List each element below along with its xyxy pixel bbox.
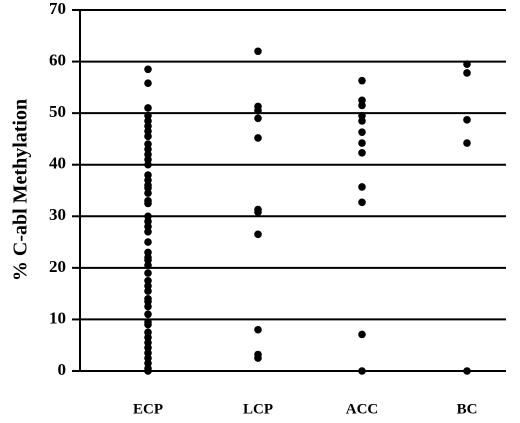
dot xyxy=(463,367,471,375)
dot xyxy=(358,76,366,85)
dot xyxy=(144,104,152,112)
dot xyxy=(254,230,262,239)
dot xyxy=(463,116,471,124)
dot xyxy=(144,261,152,270)
dot xyxy=(254,208,262,216)
dot xyxy=(254,47,262,56)
dot xyxy=(144,199,152,208)
y-tick-label: 50 xyxy=(49,102,66,121)
dot xyxy=(144,302,152,311)
dot xyxy=(144,79,152,88)
y-axis-label: % C-abl Methylation xyxy=(10,99,32,281)
dot xyxy=(358,128,366,137)
y-tick-label: 40 xyxy=(49,154,66,173)
dot xyxy=(254,354,262,362)
dot xyxy=(144,227,152,236)
dot xyxy=(144,132,152,141)
dot xyxy=(254,106,262,115)
dot xyxy=(144,310,152,319)
dot xyxy=(144,287,152,295)
x-tick-label: ACC xyxy=(346,401,379,417)
y-tick-label: 0 xyxy=(58,360,67,379)
dot xyxy=(463,60,471,68)
dot xyxy=(358,330,366,339)
dot xyxy=(463,69,471,77)
dot xyxy=(254,134,262,142)
y-tick-label: 60 xyxy=(49,50,66,69)
dot xyxy=(358,117,366,125)
dot xyxy=(358,149,366,157)
dot xyxy=(358,183,366,191)
x-tick-label: ECP xyxy=(133,401,163,417)
y-tick-label: 70 xyxy=(49,0,66,18)
x-tick-label: LCP xyxy=(243,401,273,417)
dot xyxy=(144,367,152,375)
dot xyxy=(254,325,262,334)
dot xyxy=(144,238,152,246)
x-tick-label: BC xyxy=(457,401,478,417)
dot xyxy=(144,269,152,277)
dot xyxy=(144,160,152,169)
dot xyxy=(463,139,471,147)
dot xyxy=(144,65,152,74)
y-tick-label: 30 xyxy=(49,205,66,224)
dot xyxy=(358,198,366,207)
y-tick-label: 20 xyxy=(49,257,66,276)
dot xyxy=(144,320,152,329)
dot xyxy=(254,114,262,123)
dot xyxy=(144,189,152,197)
dot xyxy=(358,139,366,147)
dot xyxy=(358,367,366,375)
dot xyxy=(358,101,366,110)
y-tick-label: 10 xyxy=(49,308,66,327)
